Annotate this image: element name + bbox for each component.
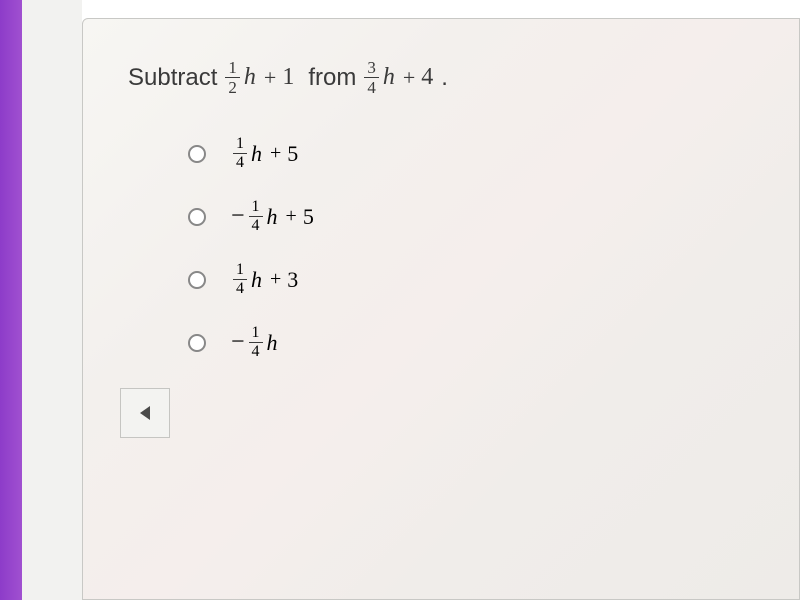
fraction-1: 1 2 [225,59,240,96]
question-text: Subtract 1 2 h + 1 from 3 4 h + 4 . [128,59,754,96]
radio-b[interactable] [188,208,206,226]
back-button[interactable] [120,388,170,438]
question-prefix: Subtract [128,64,217,92]
gap-area [22,0,82,600]
back-arrow-icon [140,406,150,420]
negative-sign: − [231,329,245,356]
expression-2: 3 4 h + 4 [362,59,433,96]
question-suffix: . [441,64,448,92]
expression-1: 1 2 h + 1 [223,59,294,96]
purple-sidebar [0,0,22,600]
fraction-2: 3 4 [364,59,379,96]
radio-d[interactable] [188,334,206,352]
option-d[interactable]: − 1 4 h [188,325,754,360]
negative-sign: − [231,203,245,230]
option-c[interactable]: 1 4 h + 3 [188,262,754,297]
question-panel: Subtract 1 2 h + 1 from 3 4 h + 4 . [82,18,800,600]
option-b[interactable]: − 1 4 h + 5 [188,199,754,234]
question-middle: from [308,64,356,92]
radio-c[interactable] [188,271,206,289]
option-a[interactable]: 1 4 h + 5 [188,136,754,171]
answer-options: 1 4 h + 5 − 1 4 h + 5 [188,136,754,360]
radio-a[interactable] [188,145,206,163]
